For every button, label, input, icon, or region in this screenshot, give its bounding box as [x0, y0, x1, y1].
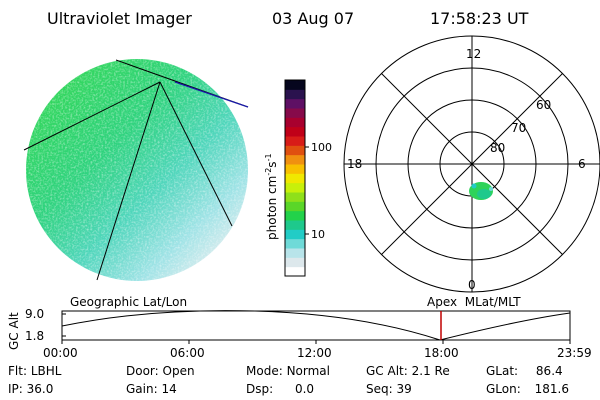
colorbar-cell — [285, 126, 305, 137]
timeline-ytick-1-8: 1.8 — [25, 329, 45, 343]
colorbar-cell — [285, 266, 305, 277]
timeline-xtick-0000: 00:00 — [43, 346, 78, 360]
colorbar-cell — [285, 136, 305, 146]
auroral-spot — [469, 182, 493, 200]
altitude-timeline — [61, 310, 571, 344]
terminator-line — [174, 81, 249, 108]
info-glon: GLon: 181.6 — [486, 382, 569, 396]
mlat-label-70: 70 — [511, 121, 527, 135]
info-gain: Gain: 14 — [126, 382, 177, 396]
colorbar-cell — [285, 89, 305, 100]
colorbar-unit-label: photon cm-2s-1 — [264, 153, 279, 240]
colorbar-cell — [285, 80, 305, 90]
info-gc-alt: GC Alt: 2.1 Re — [366, 364, 450, 378]
timeline-xtick-1200: 12:00 — [297, 346, 332, 360]
colorbar-cell — [285, 145, 305, 156]
apex-caption: Apex MLat/MLT — [427, 295, 521, 309]
geographic-caption: Geographic Lat/Lon — [70, 295, 188, 309]
uv-image-disk — [26, 59, 248, 281]
polar-plot — [343, 35, 600, 293]
info-flt: Flt: LBHL — [8, 364, 62, 378]
colorbar-cell — [285, 220, 305, 230]
timeline-xtick-1800: 18:00 — [424, 346, 459, 360]
colorbar-cell — [285, 248, 305, 258]
timeline-xtick-2359: 23:59 — [557, 346, 592, 360]
colorbar-cell — [285, 229, 305, 240]
colorbar-tick-100: 100 — [311, 141, 332, 154]
mlt-label-6: 6 — [578, 157, 586, 171]
colorbar-cell — [285, 210, 305, 221]
date-label: 03 Aug 07 — [272, 9, 355, 28]
colorbar-cell — [285, 182, 305, 193]
colorbar-cell — [285, 173, 305, 184]
instrument-title: Ultraviolet Imager — [47, 9, 192, 28]
timeline-ytick-9: 9.0 — [25, 307, 45, 321]
mlt-label-18: 18 — [347, 157, 363, 171]
info-seq: Seq: 39 — [366, 382, 412, 396]
timeline-y-label: GC Alt — [7, 312, 21, 350]
time-label: 17:58:23 UT — [430, 9, 529, 28]
mlat-label-80: 80 — [490, 141, 506, 155]
colorbar-cell — [285, 154, 305, 165]
info-mode: Mode: Normal — [246, 364, 330, 378]
timeline-xtick-0600: 06:00 — [170, 346, 205, 360]
colorbar-cell — [285, 108, 305, 118]
colorbar-tick-10: 10 — [311, 228, 325, 241]
info-dsp: Dsp: 0.0 — [246, 382, 315, 396]
mlat-label-60: 60 — [536, 98, 552, 112]
info-ip: IP: 36.0 — [8, 382, 54, 396]
colorbar-cell — [285, 238, 305, 249]
mlt-label-12: 12 — [466, 47, 482, 61]
colorbar-cell — [285, 117, 305, 128]
colorbar-cell — [285, 164, 305, 174]
colorbar-cell — [285, 98, 305, 109]
info-door: Door: Open — [126, 364, 195, 378]
colorbar-cell — [285, 257, 305, 268]
mlt-label-0: 0 — [468, 278, 476, 292]
colorbar-cell — [285, 192, 305, 202]
info-glat: GLat: 86.4 — [486, 364, 563, 378]
colorbar — [284, 79, 309, 277]
colorbar-cell — [285, 201, 305, 212]
